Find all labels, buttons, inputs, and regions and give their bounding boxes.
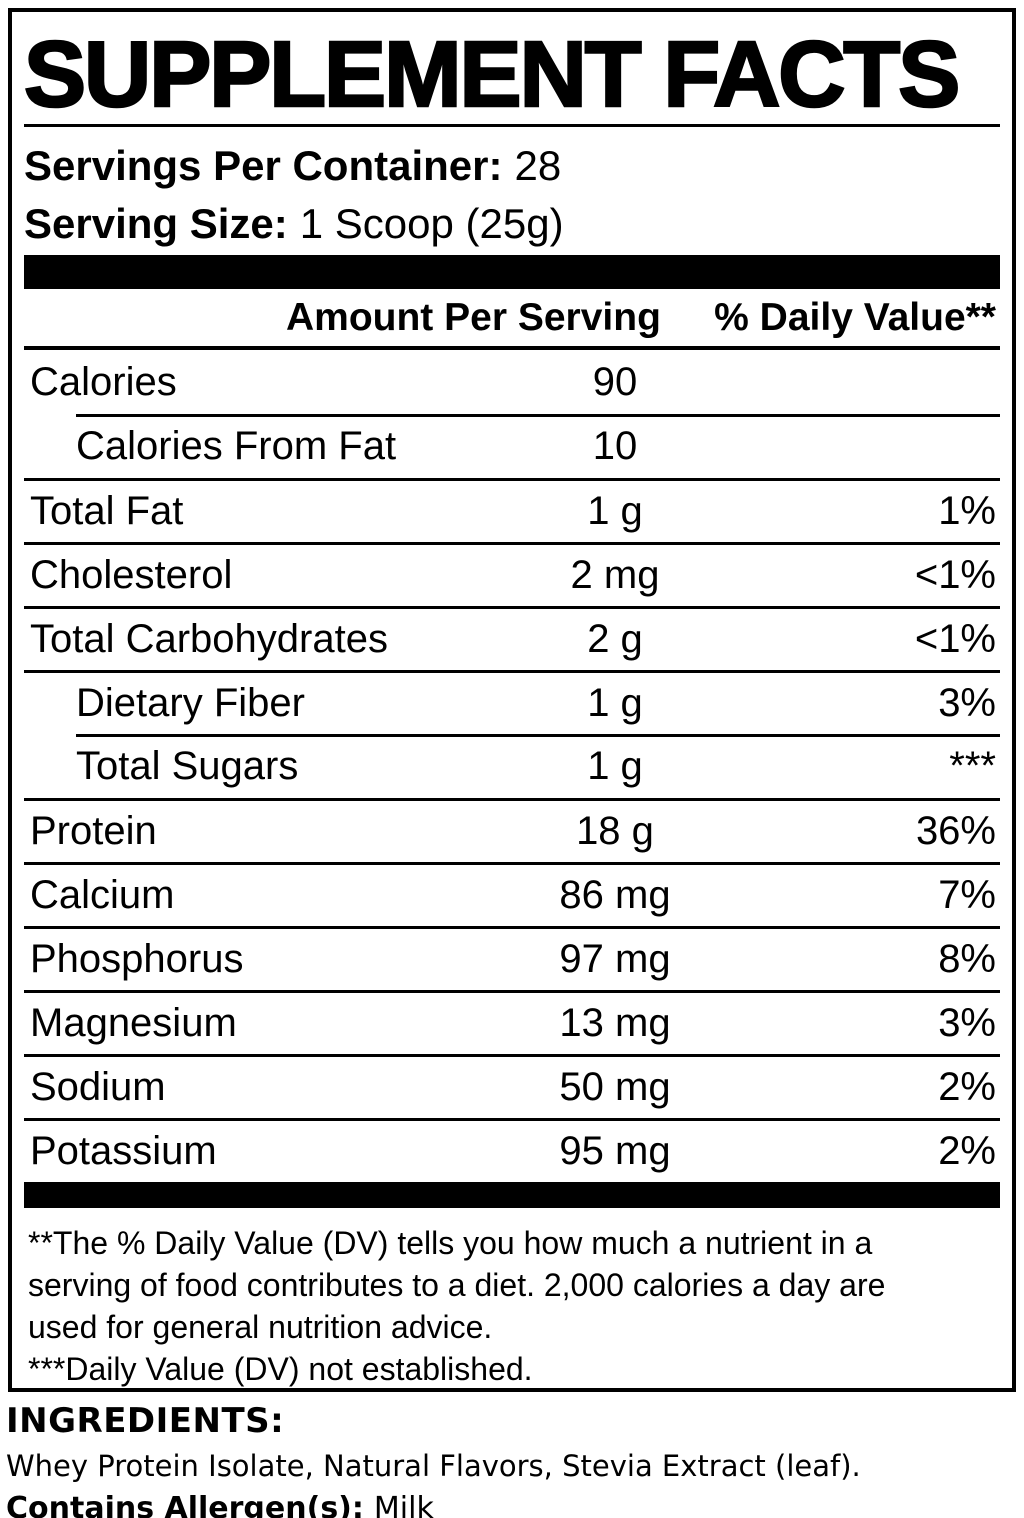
nutrient-daily-value: 7% [938,873,996,917]
nutrient-amount: 2 g [587,617,643,661]
row-protein: Protein 18 g 36% [24,798,1000,862]
footnote-not-established: ***Daily Value (DV) not established. [28,1351,533,1387]
ingredients-list: Whey Protein Isolate, Natural Flavors, S… [6,1449,861,1483]
nutrient-amount: 97 mg [559,937,671,981]
nutrient-daily-value: 36% [915,809,996,853]
panel-title: SUPPLEMENT FACTS [23,12,1000,127]
nutrient-daily-value: *** [949,743,996,788]
row-magnesium: Magnesium 13 mg 3% [24,990,1000,1054]
servings-per-container-label: Servings Per Container: [24,142,503,189]
nutrient-amount: 1 g [587,681,643,725]
row-total-sugars: Total Sugars 1 g *** [24,734,1000,798]
thick-divider-bar-top [24,255,1000,289]
nutrient-daily-value: 3% [938,1001,996,1045]
nutrient-daily-value: 8% [938,937,996,981]
supplement-facts-panel: SUPPLEMENT FACTS Servings Per Container:… [8,8,1016,1392]
nutrient-amount: 10 [592,423,638,468]
nutrient-amount: 50 mg [559,1065,671,1109]
nutrient-name: Magnesium [30,1001,237,1045]
footnote-daily-value-line1: **The % Daily Value (DV) tells you how m… [28,1225,873,1261]
nutrient-name: Calories From Fat [76,423,397,468]
nutrient-daily-value: 2% [938,1065,996,1109]
table-header: Amount Per Serving % Daily Value** [24,289,1000,350]
row-potassium: Potassium 95 mg 2% [24,1118,1000,1182]
nutrient-amount: 86 mg [559,873,671,917]
nutrition-table: Calories 90 Calories From Fat 10 Total F… [24,350,1000,1182]
column-header-daily-value: % Daily Value** [714,295,996,339]
nutrient-name: Cholesterol [30,553,233,597]
row-phosphorus: Phosphorus 97 mg 8% [24,926,1000,990]
ingredients-section: INGREDIENTS: Whey Protein Isolate, Natur… [6,1398,1016,1518]
nutrient-name: Protein [30,809,157,853]
nutrient-amount: 90 [592,359,638,404]
serving-size-label: Serving Size: [24,200,288,247]
row-total-carbohydrates: Total Carbohydrates 2 g <1% [24,606,1000,670]
nutrient-name: Total Fat [30,489,184,533]
allergen-statement: Contains Allergen(s): Milk [6,1489,1016,1518]
row-dietary-fiber: Dietary Fiber 1 g 3% [24,670,1000,734]
nutrient-amount: 1 g [587,743,643,788]
row-calories-from-fat: Calories From Fat 10 [24,414,1000,478]
nutrient-daily-value: <1% [914,617,996,661]
thick-divider-bar-bottom [24,1182,1000,1208]
servings-per-container-value: 28 [514,142,562,189]
nutrient-amount: 95 mg [559,1129,671,1173]
serving-size-value: 1 Scoop (25g) [299,200,564,247]
nutrient-amount: 13 mg [559,1001,671,1045]
nutrient-amount: 18 g [576,809,654,853]
row-calories: Calories 90 [24,350,1000,414]
nutrient-daily-value: 3% [938,681,996,725]
servings-per-container: Servings Per Container: 28 [24,137,1000,195]
nutrient-daily-value: 1% [938,489,996,533]
row-total-fat: Total Fat 1 g 1% [24,478,1000,542]
serving-size: Serving Size: 1 Scoop (25g) [24,195,1000,253]
nutrient-amount: 1 g [587,489,643,533]
row-cholesterol: Cholesterol 2 mg <1% [24,542,1000,606]
row-calcium: Calcium 86 mg 7% [24,862,1000,926]
footnotes: **The % Daily Value (DV) tells you how m… [24,1208,1000,1390]
footnote-daily-value-line3: used for general nutrition advice. [28,1309,493,1345]
column-header-amount: Amount Per Serving [286,295,661,339]
nutrient-name: Calories [30,359,177,404]
allergen-label: Contains Allergen(s): [6,1491,364,1518]
nutrient-name: Dietary Fiber [76,681,305,725]
allergen-value: Milk [373,1491,434,1518]
nutrient-name: Calcium [30,873,175,917]
nutrient-name: Sodium [30,1065,166,1109]
nutrient-daily-value: <1% [914,553,996,597]
nutrient-name: Total Sugars [76,743,299,788]
footnote-daily-value-line2: serving of food contributes to a diet. 2… [28,1267,886,1303]
serving-info: Servings Per Container: 28 Serving Size: 1… [24,127,1000,255]
row-sodium: Sodium 50 mg 2% [24,1054,1000,1118]
nutrient-name: Total Carbohydrates [30,617,388,661]
nutrient-name: Potassium [30,1129,217,1173]
nutrient-amount: 2 mg [570,553,660,597]
nutrient-daily-value: 2% [938,1129,996,1173]
ingredients-heading: INGREDIENTS: [6,1401,285,1441]
nutrient-name: Phosphorus [30,937,244,981]
